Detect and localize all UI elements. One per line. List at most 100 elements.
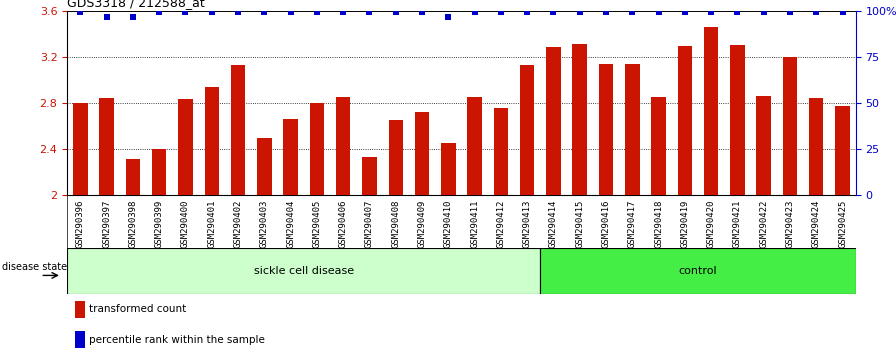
- Bar: [231, 65, 246, 195]
- Bar: [336, 97, 350, 195]
- Bar: [783, 57, 797, 195]
- Bar: [310, 103, 324, 195]
- Bar: [468, 97, 482, 195]
- Point: [415, 10, 429, 15]
- Text: GSM290418: GSM290418: [654, 199, 663, 248]
- Point: [362, 10, 376, 15]
- Point: [573, 10, 587, 15]
- Point: [835, 10, 849, 15]
- Bar: [540, 248, 856, 294]
- Text: GSM290425: GSM290425: [838, 199, 847, 248]
- Bar: [573, 44, 587, 195]
- Point: [783, 10, 797, 15]
- Text: GSM290402: GSM290402: [234, 199, 243, 248]
- Point: [677, 10, 692, 15]
- Text: GSM290417: GSM290417: [628, 199, 637, 248]
- Bar: [75, 331, 84, 348]
- Point: [283, 10, 297, 15]
- Bar: [125, 159, 140, 195]
- Bar: [520, 65, 534, 195]
- Bar: [704, 27, 719, 195]
- Text: GSM290407: GSM290407: [365, 199, 374, 248]
- Text: control: control: [678, 266, 718, 276]
- Bar: [73, 103, 88, 195]
- Text: GSM290423: GSM290423: [786, 199, 795, 248]
- Bar: [283, 119, 297, 195]
- Text: GSM290403: GSM290403: [260, 199, 269, 248]
- Point: [99, 14, 114, 20]
- Text: GSM290405: GSM290405: [313, 199, 322, 248]
- Point: [730, 10, 745, 15]
- Text: GSM290424: GSM290424: [812, 199, 821, 248]
- Point: [468, 10, 482, 15]
- Text: GSM290422: GSM290422: [759, 199, 768, 248]
- Bar: [67, 195, 856, 290]
- Point: [204, 10, 219, 15]
- Text: GSM290399: GSM290399: [155, 199, 164, 248]
- Point: [231, 10, 246, 15]
- Text: sickle cell disease: sickle cell disease: [254, 266, 354, 276]
- Point: [547, 10, 561, 15]
- Text: GSM290400: GSM290400: [181, 199, 190, 248]
- Text: GSM290410: GSM290410: [444, 199, 452, 248]
- Point: [152, 10, 167, 15]
- Bar: [651, 97, 666, 195]
- Point: [809, 10, 823, 15]
- Point: [310, 10, 324, 15]
- Text: GSM290414: GSM290414: [549, 199, 558, 248]
- Bar: [415, 112, 429, 195]
- Text: disease state: disease state: [2, 262, 67, 272]
- Bar: [257, 138, 271, 195]
- Bar: [599, 64, 613, 195]
- Point: [73, 10, 88, 15]
- Text: percentile rank within the sample: percentile rank within the sample: [90, 335, 265, 344]
- Point: [520, 10, 534, 15]
- Bar: [677, 46, 692, 195]
- Bar: [625, 64, 640, 195]
- Point: [625, 10, 640, 15]
- Point: [704, 10, 719, 15]
- Text: GSM290412: GSM290412: [496, 199, 505, 248]
- Bar: [730, 45, 745, 195]
- Point: [441, 14, 455, 20]
- Text: GSM290419: GSM290419: [680, 199, 689, 248]
- Bar: [67, 248, 540, 294]
- Text: GSM290415: GSM290415: [575, 199, 584, 248]
- Text: GSM290397: GSM290397: [102, 199, 111, 248]
- Point: [125, 14, 140, 20]
- Bar: [809, 98, 823, 195]
- Text: GSM290398: GSM290398: [128, 199, 137, 248]
- Text: GSM290406: GSM290406: [339, 199, 348, 248]
- Bar: [389, 120, 403, 195]
- Point: [257, 10, 271, 15]
- Text: GSM290409: GSM290409: [418, 199, 426, 248]
- Text: GSM290421: GSM290421: [733, 199, 742, 248]
- Bar: [494, 108, 508, 195]
- Point: [178, 10, 193, 15]
- Bar: [75, 301, 84, 318]
- Bar: [152, 149, 167, 195]
- Text: GSM290408: GSM290408: [392, 199, 401, 248]
- Point: [494, 10, 508, 15]
- Text: GDS3318 / 212588_at: GDS3318 / 212588_at: [67, 0, 205, 10]
- Point: [756, 10, 771, 15]
- Text: GSM290404: GSM290404: [286, 199, 295, 248]
- Bar: [756, 96, 771, 195]
- Bar: [362, 157, 376, 195]
- Text: GSM290420: GSM290420: [707, 199, 716, 248]
- Bar: [99, 98, 114, 195]
- Bar: [204, 86, 219, 195]
- Point: [389, 10, 403, 15]
- Text: GSM290416: GSM290416: [601, 199, 610, 248]
- Bar: [441, 143, 455, 195]
- Point: [599, 10, 613, 15]
- Bar: [547, 47, 561, 195]
- Bar: [835, 106, 849, 195]
- Text: transformed count: transformed count: [90, 304, 186, 314]
- Point: [336, 10, 350, 15]
- Text: GSM290401: GSM290401: [207, 199, 216, 248]
- Text: GSM290396: GSM290396: [76, 199, 85, 248]
- Bar: [178, 99, 193, 195]
- Point: [651, 10, 666, 15]
- Text: GSM290413: GSM290413: [522, 199, 531, 248]
